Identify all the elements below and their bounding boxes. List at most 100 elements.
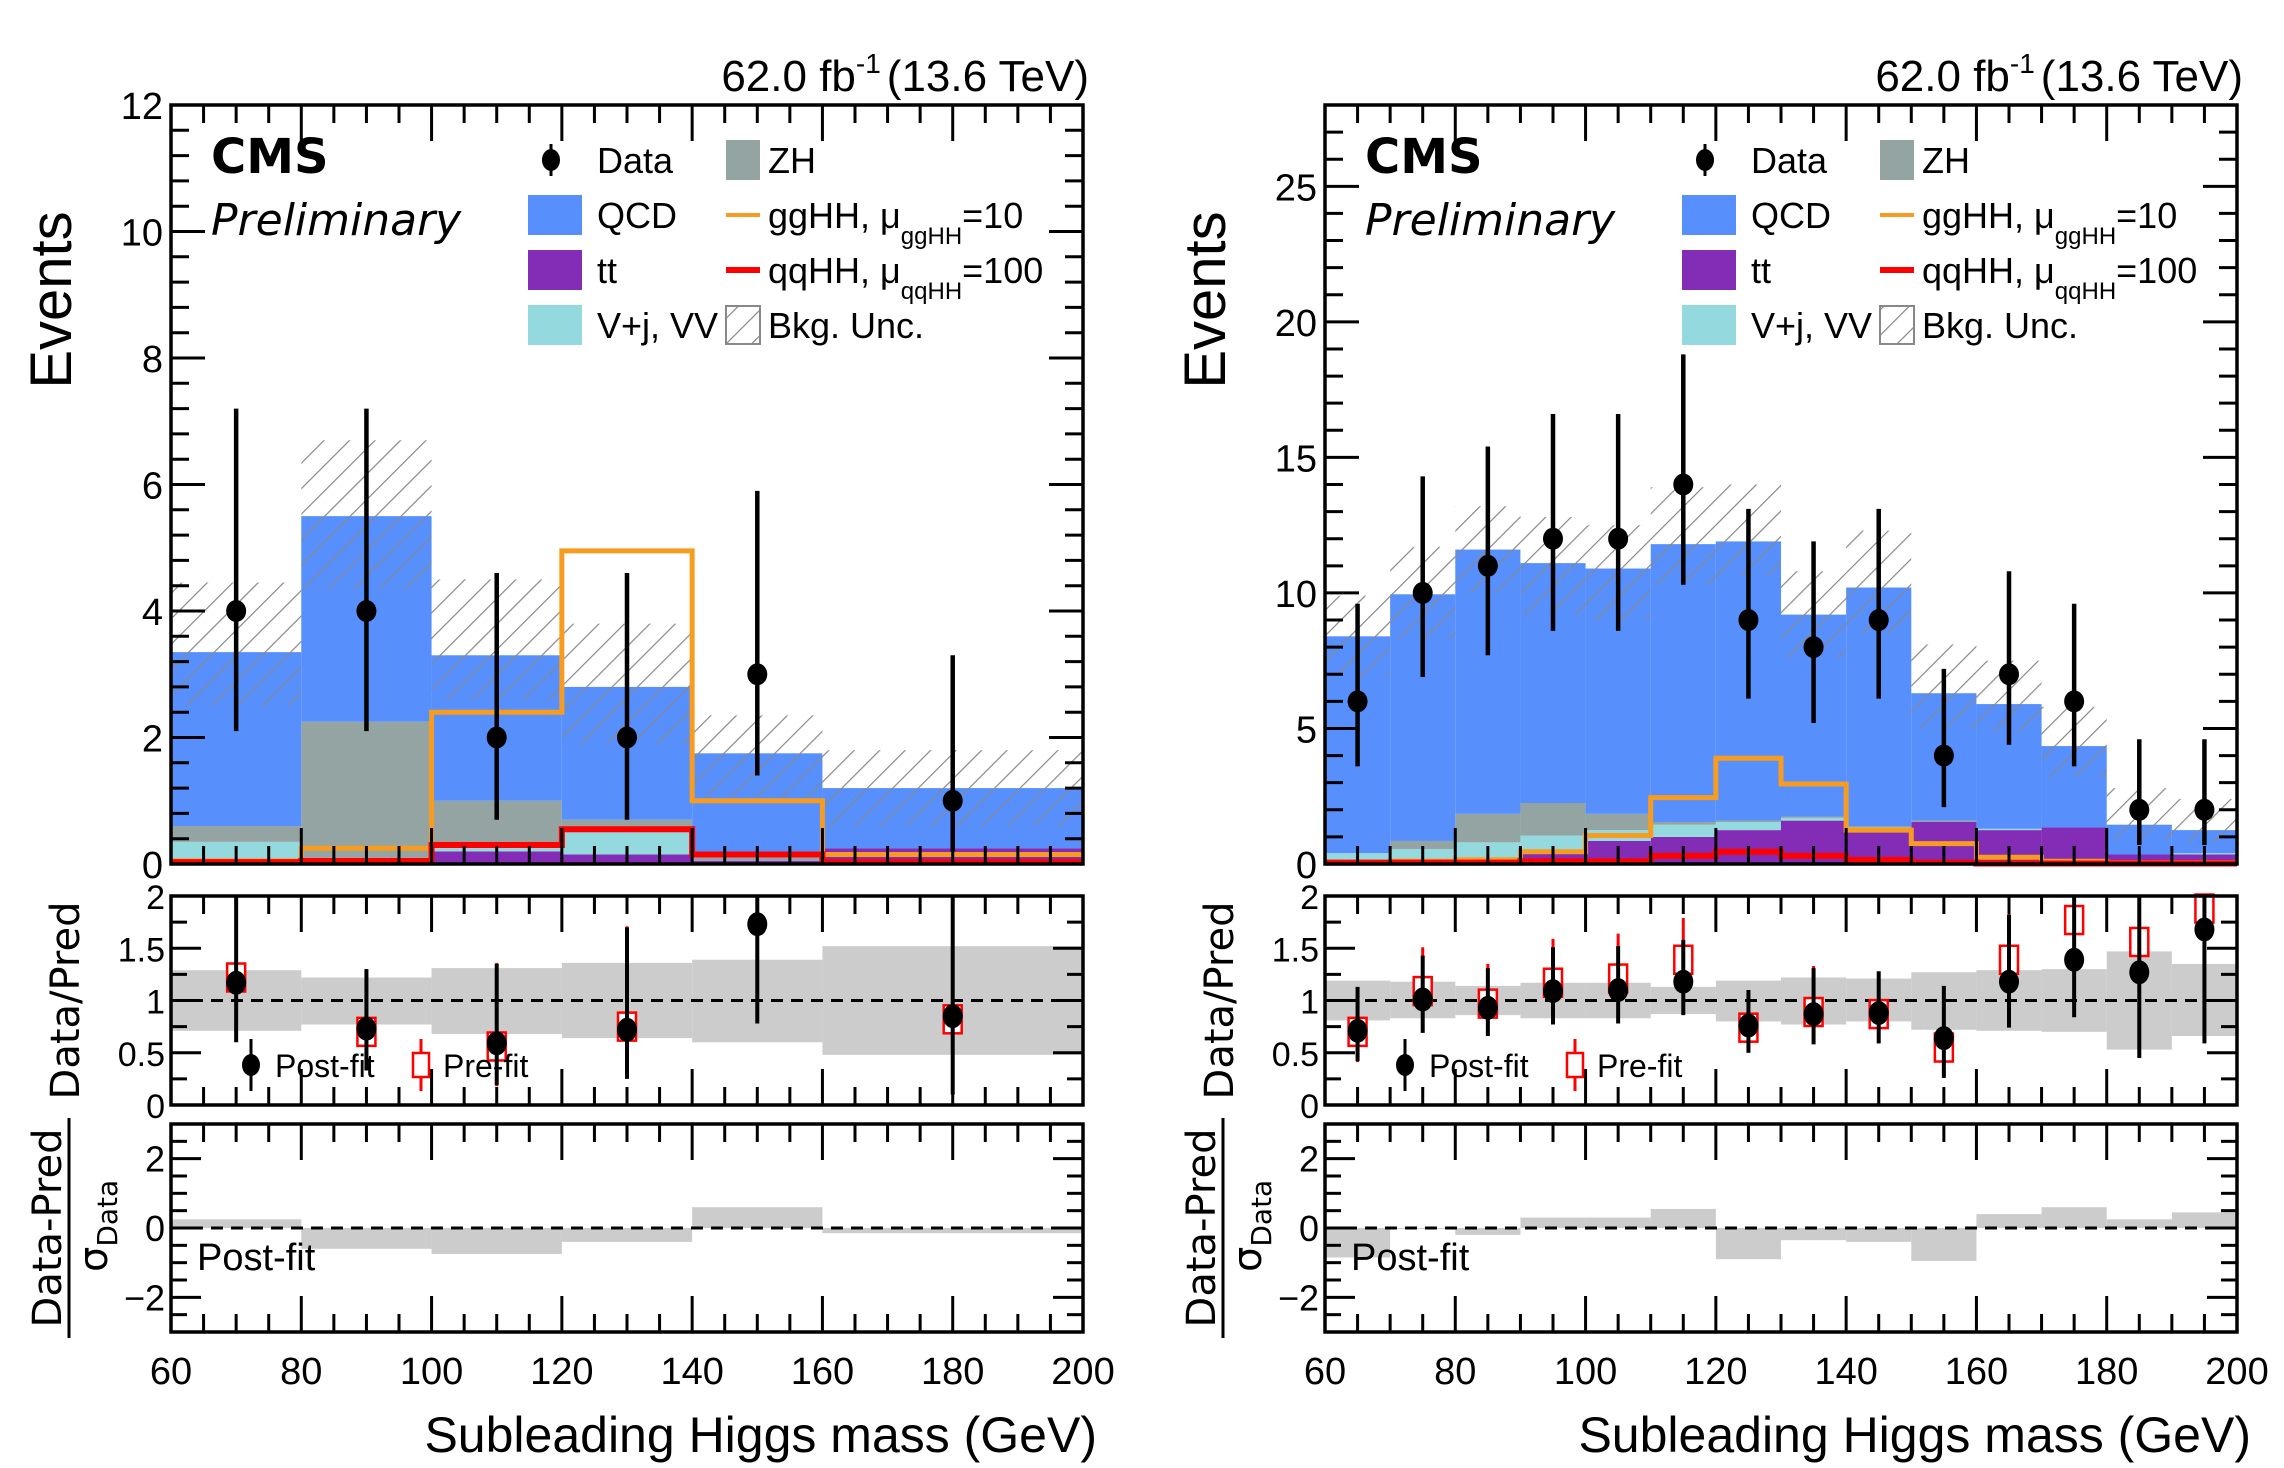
data-point xyxy=(2194,798,2215,821)
ratio-y-tick-label: 0 xyxy=(1300,1088,1319,1126)
legend-text: Bkg. Unc. xyxy=(1922,305,2078,346)
x-tick-label: 100 xyxy=(400,1351,463,1393)
cms-label: CMS xyxy=(211,129,329,185)
pull-y-title-numerator: Data-Pred xyxy=(25,1129,71,1328)
x-tick-label: 100 xyxy=(1554,1351,1617,1393)
lumi-value: 62.0 fb xyxy=(721,52,856,101)
y-tick-label: 0 xyxy=(1296,845,1317,887)
pull-y-tick-label: 0 xyxy=(1299,1208,1319,1249)
ratio-y-tick-label: 2 xyxy=(146,879,165,917)
pull-plot xyxy=(1325,1207,2237,1261)
pull-bar xyxy=(1781,1228,1847,1241)
pull-bar xyxy=(1650,1208,1716,1228)
legend-label-data: Data xyxy=(1751,140,1828,181)
postfit-marker xyxy=(1543,979,1563,1004)
energy-label: (13.6 TeV) xyxy=(887,52,1089,101)
y-tick-label: 10 xyxy=(121,213,163,255)
data-point xyxy=(486,726,507,749)
x-tick-label: 200 xyxy=(2205,1351,2268,1393)
legend-text: ZH xyxy=(1922,140,1970,181)
data-point xyxy=(2064,690,2085,713)
postfit-marker xyxy=(2129,960,2150,985)
x-tick-label: 140 xyxy=(1814,1351,1877,1393)
pull-y-tick-label: 2 xyxy=(1299,1139,1319,1180)
x-axis-title: Subleading Higgs mass (GeV) xyxy=(1578,1407,2251,1463)
legend-swatch-qcd xyxy=(528,195,582,235)
main-plot xyxy=(1325,354,2237,867)
stack-bar xyxy=(1520,803,1586,836)
legend-label-tt: tt xyxy=(597,250,617,291)
y-tick-label: 25 xyxy=(1275,167,1317,209)
cms-label: CMS xyxy=(1365,129,1483,185)
data-point xyxy=(356,600,377,622)
sigma-subscript: Data xyxy=(1245,1180,1278,1247)
preliminary-label: Preliminary xyxy=(211,195,462,246)
prefit-legend-label: Pre-fit xyxy=(443,1048,528,1084)
legend-text: ggHH, μ xyxy=(1922,195,2055,236)
y-tick-label: 2 xyxy=(142,719,163,761)
data-points xyxy=(1347,354,2215,846)
stack-bar xyxy=(1650,821,1716,825)
stack-bar xyxy=(1455,813,1521,843)
postfit-legend-marker xyxy=(1396,1054,1414,1076)
x-axis-title: Subleading Higgs mass (GeV) xyxy=(424,1407,1097,1463)
legend-label-zh: ZH xyxy=(1922,140,1970,181)
data-point xyxy=(1347,690,1368,713)
legend-text: ggHH, μ xyxy=(768,195,901,236)
legend-subscript: qqHH xyxy=(901,278,962,305)
stack-bar xyxy=(1650,824,1716,837)
pull-y-tick-label: −2 xyxy=(124,1277,165,1318)
ratio-y-tick-label: 2 xyxy=(1300,879,1319,917)
legend-suffix: =100 xyxy=(962,250,1043,291)
legend-swatch-zh xyxy=(1880,140,1914,180)
data-point xyxy=(617,726,637,749)
stack-bar xyxy=(1650,544,1716,822)
legend-label-qcd: QCD xyxy=(1751,195,1831,236)
legend-subscript: ggHH xyxy=(2055,223,2116,250)
postfit-marker xyxy=(1738,1013,1759,1038)
y-tick-label: 0 xyxy=(142,845,163,887)
y-tick-label: 15 xyxy=(1275,438,1317,480)
legend-label-vj: V+j, VV xyxy=(597,305,718,346)
pull-bar xyxy=(1520,1217,1586,1228)
pull-bar xyxy=(561,1228,693,1242)
pull-y-title-denominator: σData xyxy=(71,1180,124,1272)
pull-postfit-label: Post-fit xyxy=(1351,1237,1470,1279)
y-axis-title: Events xyxy=(1173,211,1238,388)
data-point xyxy=(2129,798,2150,821)
y-tick-label: 6 xyxy=(142,466,163,508)
stack-bar xyxy=(1390,840,1456,850)
stack-bar xyxy=(1781,816,1847,818)
legend-subscript: ggHH xyxy=(901,223,962,250)
pull-bar xyxy=(1976,1214,2042,1228)
data-point xyxy=(1933,744,1954,767)
postfit-marker xyxy=(1673,969,1694,994)
data-point xyxy=(1477,554,1498,577)
pull-y-title-denominator: σData xyxy=(1225,1180,1278,1272)
ratio-y-tick-label: 0.5 xyxy=(1272,1036,1319,1074)
legend-text: Bkg. Unc. xyxy=(768,305,924,346)
postfit-marker xyxy=(942,1004,963,1029)
legend-swatch-vj xyxy=(528,305,582,345)
lumi-exponent: -1 xyxy=(856,48,881,79)
x-tick-label: 60 xyxy=(150,1351,192,1393)
x-tick-label: 180 xyxy=(921,1351,984,1393)
prefit-legend-marker xyxy=(411,1051,431,1079)
legend-label-zh: ZH xyxy=(768,140,816,181)
ratio-plot xyxy=(1325,893,2237,1078)
legend-subscript: qqHH xyxy=(2055,278,2116,305)
pull-bar xyxy=(2171,1212,2237,1228)
postfit-marker xyxy=(1608,978,1629,1003)
stack-bar xyxy=(1781,817,1847,821)
data-point xyxy=(1412,581,1433,604)
postfit-marker xyxy=(356,1016,377,1041)
legend-swatch-vj xyxy=(1682,305,1736,345)
x-tick-label: 60 xyxy=(1304,1351,1346,1393)
ratio-y-tick-label: 1.5 xyxy=(1272,931,1319,969)
data-point xyxy=(1543,527,1563,550)
pull-bar xyxy=(301,1228,432,1249)
lumi-exponent: -1 xyxy=(2010,48,2035,79)
